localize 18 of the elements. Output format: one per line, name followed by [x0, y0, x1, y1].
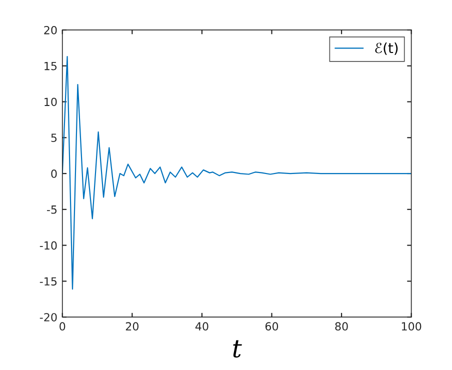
x-tick-label: 0 [60, 322, 66, 331]
y-tick-label: 5 [51, 134, 57, 142]
x-tick-label: 20 [126, 322, 138, 331]
x-tick-label: 80 [335, 322, 348, 331]
y-tick-label: -15 [40, 277, 57, 286]
y-tick-label: 10 [44, 98, 57, 106]
x-tick-label: 100 [402, 322, 422, 331]
line-series [62, 56, 412, 290]
y-tick-label: 0 [51, 170, 57, 178]
y-tick-label: 20 [44, 26, 57, 34]
y-tick-label: -5 [46, 206, 57, 214]
x-tick-label: 40 [195, 322, 208, 331]
y-tick-label: -20 [40, 313, 57, 322]
legend-label: ℰ(t) [375, 42, 398, 55]
y-tick-label: -10 [40, 241, 57, 250]
x-axis-title: t [233, 340, 242, 358]
y-tick-label: 15 [44, 62, 57, 70]
x-tick-label: 60 [265, 322, 278, 331]
